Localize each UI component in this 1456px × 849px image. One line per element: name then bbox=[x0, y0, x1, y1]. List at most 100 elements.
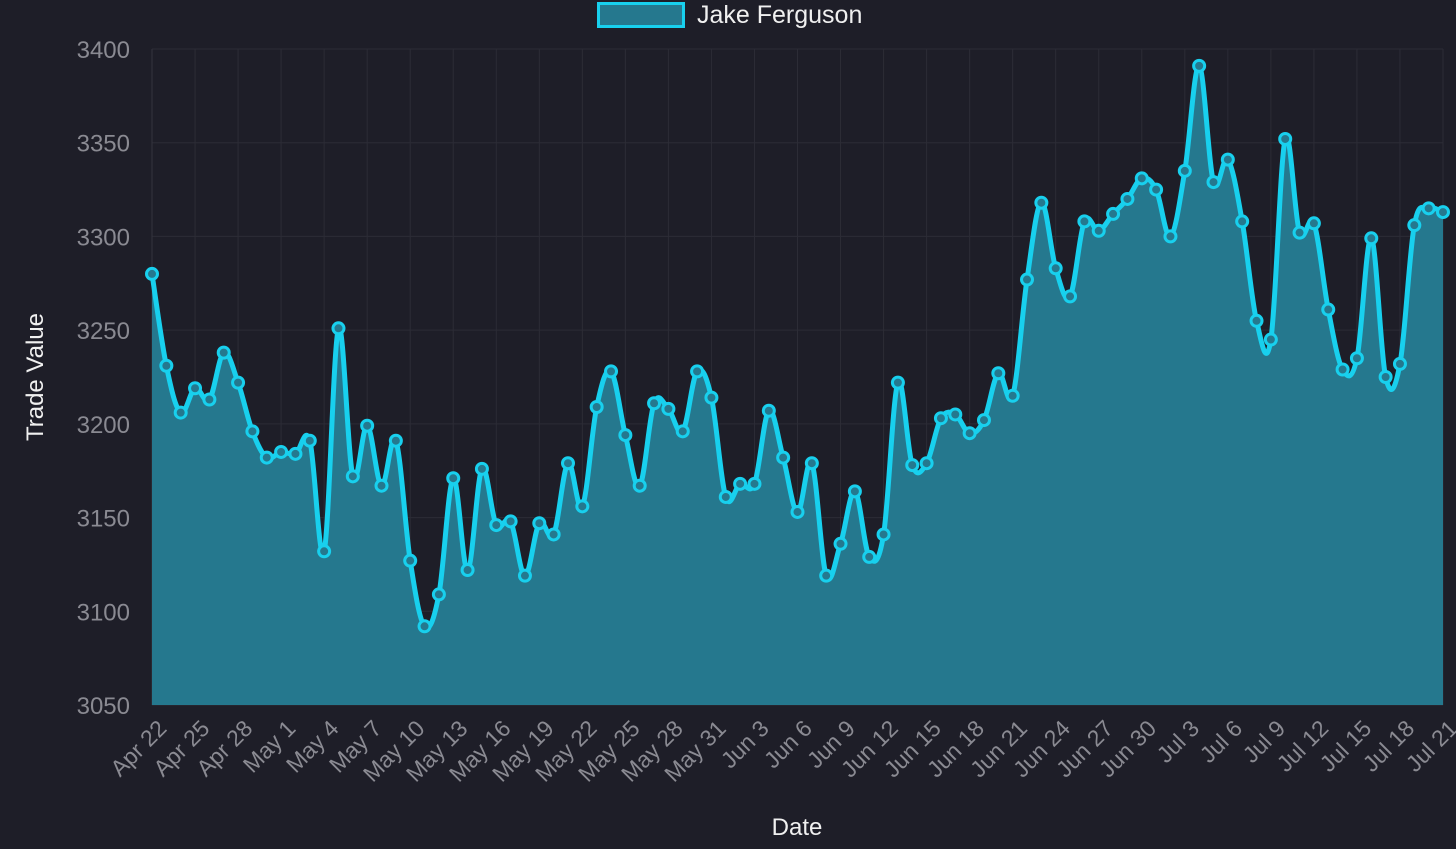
data-point[interactable] bbox=[847, 484, 862, 499]
data-point[interactable] bbox=[733, 476, 748, 491]
data-point[interactable] bbox=[1306, 216, 1321, 231]
data-point[interactable] bbox=[517, 568, 532, 583]
data-point[interactable] bbox=[1421, 201, 1436, 216]
data-point[interactable] bbox=[331, 321, 346, 336]
data-point[interactable] bbox=[489, 518, 504, 533]
data-point[interactable] bbox=[589, 399, 604, 414]
data-point[interactable] bbox=[503, 514, 518, 529]
data-point[interactable] bbox=[1249, 313, 1264, 328]
data-point[interactable] bbox=[876, 527, 891, 542]
data-point[interactable] bbox=[1091, 223, 1106, 238]
data-point[interactable] bbox=[991, 366, 1006, 381]
data-point[interactable] bbox=[647, 396, 662, 411]
data-point[interactable] bbox=[690, 364, 705, 379]
data-point[interactable] bbox=[1177, 163, 1192, 178]
data-point[interactable] bbox=[1106, 206, 1121, 221]
data-point[interactable] bbox=[1407, 218, 1422, 233]
data-point[interactable] bbox=[890, 375, 905, 390]
data-point[interactable] bbox=[632, 478, 647, 493]
data-point[interactable] bbox=[1235, 214, 1250, 229]
data-point[interactable] bbox=[1163, 229, 1178, 244]
data-point[interactable] bbox=[1436, 205, 1450, 220]
data-point[interactable] bbox=[446, 471, 461, 486]
data-point[interactable] bbox=[231, 375, 246, 390]
data-point[interactable] bbox=[159, 358, 174, 373]
data-point[interactable] bbox=[1392, 356, 1407, 371]
data-point[interactable] bbox=[1048, 261, 1063, 276]
data-point[interactable] bbox=[388, 433, 403, 448]
y-tick-label: 3350 bbox=[77, 131, 130, 158]
data-point[interactable] bbox=[675, 424, 690, 439]
data-point[interactable] bbox=[1278, 131, 1293, 146]
data-point[interactable] bbox=[618, 428, 633, 443]
y-tick-label: 3400 bbox=[77, 37, 130, 64]
data-point[interactable] bbox=[1063, 289, 1078, 304]
data-point[interactable] bbox=[948, 407, 963, 422]
data-point[interactable] bbox=[474, 461, 489, 476]
data-point[interactable] bbox=[345, 469, 360, 484]
data-point[interactable] bbox=[1077, 214, 1092, 229]
y-tick-label: 3300 bbox=[77, 224, 130, 251]
data-point[interactable] bbox=[604, 364, 619, 379]
data-point[interactable] bbox=[575, 499, 590, 514]
legend[interactable]: Jake Ferguson bbox=[597, 0, 862, 30]
data-point[interactable] bbox=[704, 390, 719, 405]
data-point[interactable] bbox=[1192, 58, 1207, 73]
data-point[interactable] bbox=[1292, 225, 1307, 240]
data-point[interactable] bbox=[202, 392, 217, 407]
data-point[interactable] bbox=[188, 381, 203, 396]
data-point[interactable] bbox=[560, 456, 575, 471]
data-point[interactable] bbox=[460, 563, 475, 578]
data-point[interactable] bbox=[546, 527, 561, 542]
data-point[interactable] bbox=[661, 401, 676, 416]
x-tick-label: Jul 6 bbox=[1195, 715, 1248, 768]
data-point[interactable] bbox=[288, 446, 303, 461]
data-point[interactable] bbox=[245, 424, 260, 439]
data-point[interactable] bbox=[360, 418, 375, 433]
y-tick-label: 3200 bbox=[77, 412, 130, 439]
data-point[interactable] bbox=[819, 568, 834, 583]
data-point[interactable] bbox=[962, 426, 977, 441]
data-point[interactable] bbox=[1134, 171, 1149, 186]
data-point[interactable] bbox=[374, 478, 389, 493]
data-point[interactable] bbox=[833, 536, 848, 551]
data-point[interactable] bbox=[431, 587, 446, 602]
data-point[interactable] bbox=[417, 619, 432, 634]
data-point[interactable] bbox=[1034, 195, 1049, 210]
data-point[interactable] bbox=[747, 476, 762, 491]
data-point[interactable] bbox=[776, 450, 791, 465]
data-point[interactable] bbox=[302, 433, 317, 448]
data-point[interactable] bbox=[532, 516, 547, 531]
data-point[interactable] bbox=[1120, 191, 1135, 206]
data-point[interactable] bbox=[718, 489, 733, 504]
data-point[interactable] bbox=[862, 549, 877, 564]
series-points bbox=[145, 58, 1450, 634]
data-point[interactable] bbox=[145, 266, 159, 281]
data-point[interactable] bbox=[1149, 182, 1164, 197]
data-point[interactable] bbox=[761, 403, 776, 418]
data-point[interactable] bbox=[317, 544, 332, 559]
data-point[interactable] bbox=[790, 504, 805, 519]
y-axis-ticks: 3050 3100 3150 3200 3250 3300 3350 3400 bbox=[77, 37, 130, 720]
data-point[interactable] bbox=[1206, 175, 1221, 190]
data-point[interactable] bbox=[1349, 351, 1364, 366]
data-point[interactable] bbox=[1378, 370, 1393, 384]
data-point[interactable] bbox=[403, 553, 418, 568]
data-point[interactable] bbox=[1263, 332, 1278, 347]
data-point[interactable] bbox=[933, 411, 948, 426]
data-point[interactable] bbox=[1321, 302, 1336, 317]
data-point[interactable] bbox=[976, 413, 991, 428]
data-point[interactable] bbox=[1220, 152, 1235, 167]
data-point[interactable] bbox=[173, 405, 188, 420]
data-point[interactable] bbox=[804, 456, 819, 471]
data-point[interactable] bbox=[1364, 231, 1379, 246]
data-point[interactable] bbox=[216, 345, 231, 360]
data-point[interactable] bbox=[1335, 362, 1350, 377]
data-point[interactable] bbox=[919, 456, 934, 471]
data-point[interactable] bbox=[274, 444, 289, 459]
data-point[interactable] bbox=[259, 450, 274, 465]
data-point[interactable] bbox=[1020, 272, 1035, 287]
data-point[interactable] bbox=[905, 458, 920, 473]
data-point[interactable] bbox=[1005, 388, 1020, 403]
